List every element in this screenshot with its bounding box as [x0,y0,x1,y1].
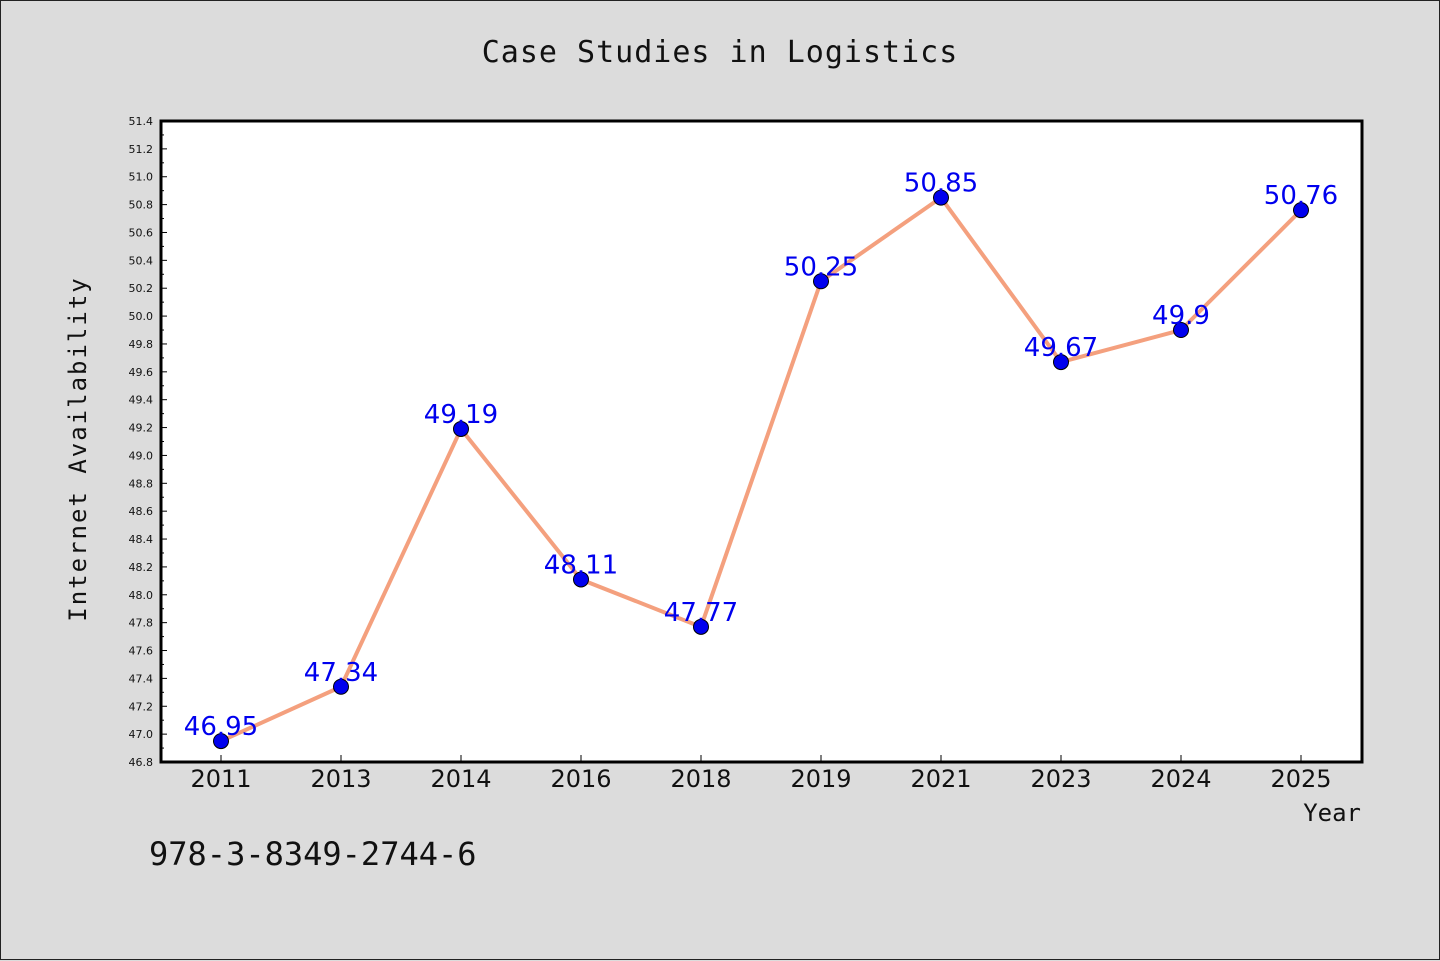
data-label: 47.77 [664,598,738,628]
x-tick-label: 2011 [190,765,251,793]
x-tick-label: 2021 [910,765,971,793]
y-tick-label: 51.2 [129,143,154,156]
y-tick-label: 49.4 [129,394,154,407]
y-tick-label: 50.8 [129,199,154,212]
y-tick-label: 51.0 [129,171,154,184]
y-axis-label: Internet Availability [64,276,92,621]
data-point [933,189,949,206]
y-tick-label: 49.2 [129,422,154,435]
x-axis-label: Year [1303,799,1361,827]
y-tick-label: 48.6 [129,505,154,518]
y-tick-label: 47.4 [129,672,154,685]
data-labels: 46.95 47.34 49.19 48.11 47.77 50.25 50.85 49.67… [184,169,1338,742]
data-label: 50.25 [784,252,858,282]
y-tick-label: 50.2 [129,282,154,295]
chart-title: Case Studies in Logistics [481,35,959,70]
data-label: 49.9 [1152,301,1210,331]
data-point [1053,354,1069,371]
data-label: 49.19 [424,400,498,430]
x-tick-label: 2013 [310,765,371,793]
y-tick-label: 47.0 [129,728,154,741]
y-tick-label: 50.4 [129,254,154,267]
y-tick-label: 46.8 [129,756,154,769]
data-label: 50.76 [1264,181,1338,211]
data-point [693,618,709,635]
data-point [1293,202,1309,219]
data-markers [213,189,1309,750]
data-label: 46.95 [184,712,258,742]
isbn-text: 978-3-8349-2744-6 [149,835,477,873]
data-point [1173,322,1189,339]
y-tick-label: 49.6 [129,366,154,379]
data-label: 49.67 [1024,333,1098,363]
data-point [453,420,469,437]
x-tick-label: 2014 [430,765,491,793]
y-tick-label: 51.4 [129,115,154,128]
series-line [220,195,1303,743]
data-point [333,678,349,695]
data-label: 48.11 [544,550,618,580]
x-tick-label: 2023 [1030,765,1091,793]
y-tick-label: 48.4 [129,533,154,546]
x-tick-label: 2018 [670,765,731,793]
y-axis-ticks: 46.8 47.0 47.2 47.4 47.6 47.8 48.0 48.2 48.4 48.6… [129,115,167,769]
y-tick-label: 50.6 [129,226,154,239]
y-tick-label: 47.6 [129,645,154,658]
data-point [213,733,229,750]
x-tick-label: 2016 [550,765,611,793]
y-tick-label: 47.2 [129,700,154,713]
data-label: 47.34 [304,658,378,688]
y-tick-label: 49.0 [129,449,154,462]
y-tick-label: 48.0 [129,589,154,602]
x-tick-label: 2025 [1270,765,1331,793]
y-tick-label: 48.8 [129,477,154,490]
y-tick-label: 48.2 [129,561,154,574]
y-tick-label: 50.0 [129,310,154,323]
data-point [813,273,829,290]
plot-frame [159,119,1364,764]
x-tick-label: 2024 [1150,765,1211,793]
x-tick-label: 2019 [790,765,851,793]
plot-area [161,121,1362,762]
data-point [573,571,589,588]
y-tick-label: 47.8 [129,617,154,630]
x-axis-ticks: 2011 2013 2014 2016 2018 2019 2021 2023 2024 2025 [190,755,1332,793]
data-label: 50.85 [904,169,978,199]
y-tick-label: 49.8 [129,338,154,351]
